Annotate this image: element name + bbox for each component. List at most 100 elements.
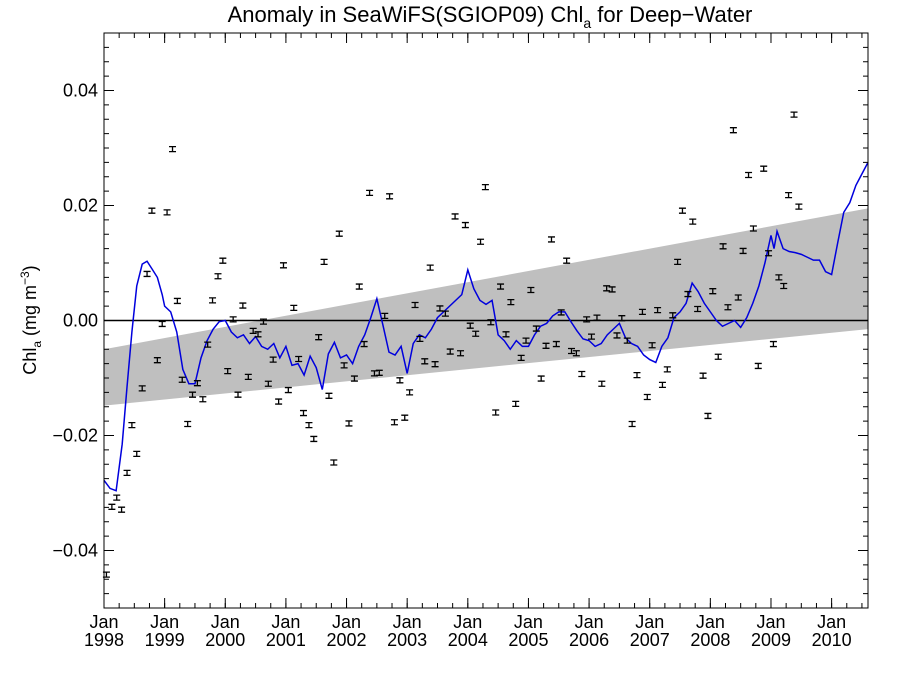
data-point	[310, 435, 318, 443]
data-point	[760, 165, 768, 172]
data-point	[199, 396, 207, 403]
data-point	[350, 375, 358, 382]
data-point	[355, 283, 363, 290]
data-point	[173, 297, 181, 305]
data-point	[295, 355, 303, 363]
data-point	[148, 207, 156, 214]
data-point	[284, 386, 292, 394]
smoothed-anomaly-line	[103, 162, 869, 492]
chart-title-main: Anomaly in SeaWiFS(SGIOP09) Chl	[228, 2, 584, 27]
data-point	[749, 225, 757, 232]
data-point	[492, 409, 500, 416]
x-tick-label-year: 2009	[751, 630, 791, 650]
data-point	[547, 236, 555, 243]
data-point	[734, 294, 742, 301]
data-point	[133, 450, 141, 458]
data-point	[745, 171, 753, 179]
data-point	[229, 316, 237, 323]
data-point	[441, 310, 449, 317]
data-point	[224, 367, 232, 375]
y-tick-label: 0.02	[63, 196, 98, 216]
data-point	[593, 314, 601, 321]
data-point	[643, 393, 651, 401]
x-tick-label-year: 2003	[387, 630, 427, 650]
data-point	[694, 305, 702, 313]
data-point	[249, 327, 257, 334]
x-tick-label-month: Jan	[271, 612, 300, 632]
data-point	[244, 373, 252, 380]
data-point	[689, 218, 697, 225]
x-tick-label-year: 2000	[205, 630, 245, 650]
data-point	[234, 391, 242, 398]
data-point	[406, 389, 414, 396]
data-point	[184, 420, 192, 428]
data-point	[578, 370, 586, 378]
data-point	[457, 350, 465, 357]
data-point	[143, 270, 151, 278]
x-tick-label-month: Jan	[89, 612, 118, 632]
x-tick-label-year: 2002	[327, 630, 367, 650]
data-point	[153, 357, 161, 364]
x-tick-label-month: Jan	[453, 612, 482, 632]
data-point	[360, 340, 368, 348]
data-point	[527, 286, 535, 294]
x-tick-label-year: 2007	[630, 630, 670, 650]
data-point	[254, 331, 262, 338]
data-point	[588, 333, 596, 340]
chart-title: Anomaly in SeaWiFS(SGIOP09) Chla for Dee…	[228, 2, 753, 31]
data-point	[537, 375, 545, 382]
data-point	[446, 348, 454, 355]
x-axis: Jan1998Jan1999Jan2000Jan2001Jan2002Jan20…	[84, 33, 863, 650]
data-point	[128, 422, 136, 429]
x-tick-label-month: Jan	[514, 612, 543, 632]
data-point	[769, 340, 777, 348]
data-point	[466, 322, 474, 329]
y-axis: −0.04 −0.02 0.00 0.02 0.04	[52, 32, 868, 609]
chart-title-subscript: a	[583, 15, 591, 31]
data-point	[477, 238, 485, 245]
data-point	[507, 298, 515, 306]
data-point	[239, 302, 247, 309]
data-point	[340, 362, 348, 369]
data-point	[204, 341, 212, 348]
data-point	[209, 297, 217, 304]
y-axis-label-close: )	[20, 265, 40, 271]
data-point	[487, 319, 495, 326]
data-point	[608, 286, 616, 293]
data-point	[678, 207, 686, 214]
data-point	[305, 422, 313, 429]
data-point	[472, 330, 480, 337]
data-point	[335, 230, 343, 237]
data-point	[113, 494, 121, 501]
data-point	[790, 111, 798, 118]
data-point	[214, 273, 222, 280]
data-point	[795, 203, 803, 210]
data-point	[557, 309, 565, 316]
data-point	[386, 193, 394, 200]
data-point	[628, 420, 636, 428]
data-point	[279, 262, 287, 269]
data-point	[345, 420, 353, 427]
data-point	[502, 331, 510, 338]
data-point	[108, 503, 116, 510]
data-point	[674, 258, 682, 265]
data-point	[563, 257, 571, 264]
data-point	[542, 342, 550, 349]
x-tick-label-year: 2010	[812, 630, 852, 650]
data-point	[583, 316, 591, 323]
y-axis-label: Chla (mg m−3)	[18, 265, 44, 374]
data-point	[497, 283, 505, 290]
data-point	[699, 372, 707, 379]
data-point	[189, 391, 197, 398]
data-point	[572, 350, 580, 357]
monthly-anomaly-points	[103, 111, 803, 578]
data-point	[381, 312, 389, 320]
data-point	[724, 304, 732, 311]
data-point	[451, 213, 459, 220]
data-point	[431, 361, 439, 368]
data-point	[552, 340, 560, 348]
data-point	[598, 380, 606, 387]
data-point	[633, 371, 641, 379]
plot-area	[103, 33, 869, 609]
data-point	[259, 318, 267, 325]
